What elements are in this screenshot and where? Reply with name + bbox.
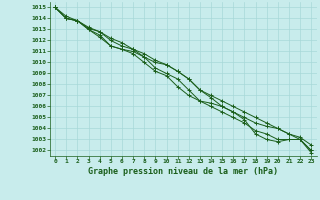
X-axis label: Graphe pression niveau de la mer (hPa): Graphe pression niveau de la mer (hPa) <box>88 167 278 176</box>
